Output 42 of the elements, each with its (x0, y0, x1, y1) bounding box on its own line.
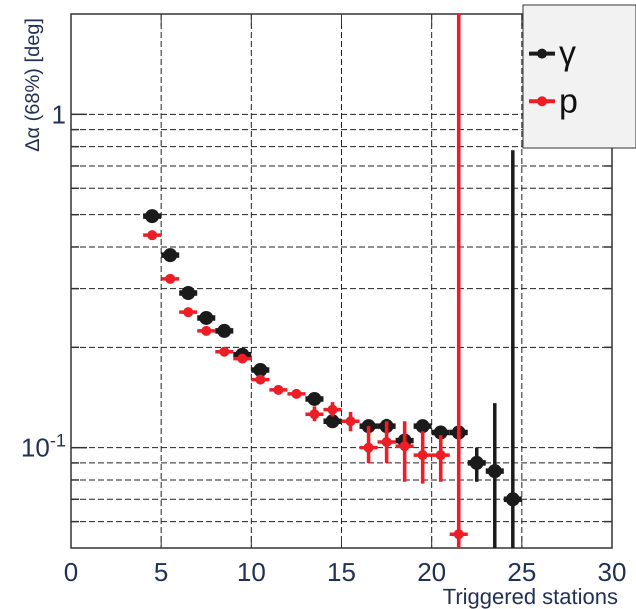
point (470, 456, 484, 470)
point (147, 230, 158, 240)
point (364, 442, 374, 453)
point (165, 274, 176, 284)
x-tick-label: 30 (598, 557, 626, 587)
x-tick-label: 25 (507, 557, 536, 587)
point (181, 286, 196, 300)
point (201, 326, 212, 336)
point (346, 416, 356, 426)
point (506, 492, 520, 506)
point (488, 464, 502, 478)
point (273, 384, 284, 395)
x-tick-label: 0 (64, 557, 78, 587)
point (307, 392, 322, 406)
legend-label: p (559, 82, 578, 120)
point (436, 450, 446, 460)
point (219, 346, 230, 357)
y-tick-label: 10$^{-1}$ (20, 430, 66, 463)
point (237, 354, 248, 364)
legend-label: γ (559, 34, 576, 73)
point (454, 529, 464, 540)
point (291, 388, 302, 399)
x-tick-label: 5 (154, 557, 168, 587)
x-tick-label: 15 (327, 557, 356, 587)
x-tick-label: 10 (236, 557, 266, 587)
point (217, 324, 232, 338)
point (255, 374, 266, 385)
point (400, 441, 410, 452)
y-axis-title: Δα (68%) [deg] (22, 18, 44, 152)
point (145, 209, 160, 224)
point (325, 414, 340, 428)
y-tick-label: 1 (52, 99, 66, 130)
point (253, 363, 268, 377)
point (418, 450, 428, 460)
x-tick-label: 20 (417, 557, 446, 587)
point (183, 307, 194, 318)
point (327, 404, 338, 415)
point (199, 310, 214, 325)
point (163, 248, 178, 262)
point (382, 436, 392, 447)
point (309, 409, 320, 420)
x-axis-title: Triggered stations (442, 584, 618, 609)
